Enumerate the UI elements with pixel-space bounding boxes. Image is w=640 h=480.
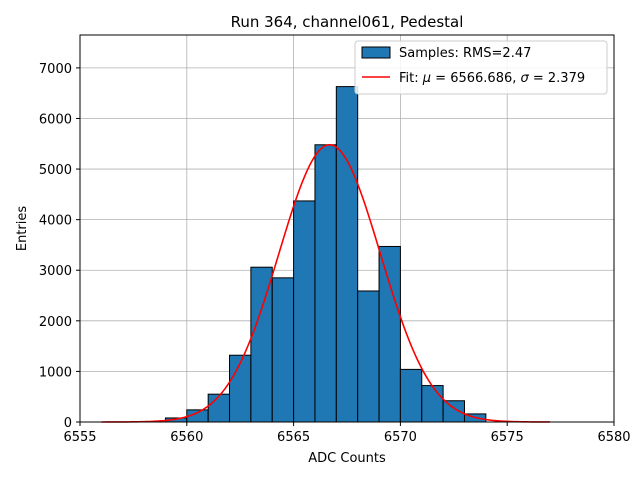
legend: Samples: RMS=2.47 Fit: μ = 6566.686, σ =… bbox=[354, 40, 608, 95]
y-tick-label: 5000 bbox=[39, 163, 72, 178]
x-tick-label: 6580 bbox=[597, 430, 630, 445]
y-tick-label: 6000 bbox=[39, 112, 72, 127]
x-axis-ticks: 6555 6560 6565 6570 6575 6580 bbox=[63, 422, 631, 445]
y-tick-label: 2000 bbox=[39, 315, 72, 330]
histogram-bar bbox=[314, 144, 337, 423]
y-tick-label: 1000 bbox=[39, 365, 72, 380]
y-tick-label: 3000 bbox=[39, 264, 72, 279]
y-axis-ticks: 0 1000 2000 3000 4000 5000 6000 7000 bbox=[39, 62, 80, 431]
x-tick-label: 6560 bbox=[170, 430, 203, 445]
histogram-bar bbox=[271, 277, 295, 423]
legend-fit-mu-symbol: μ bbox=[422, 71, 431, 86]
legend-fit-mid: = 6566.686, bbox=[431, 71, 520, 86]
legend-histogram-swatch bbox=[361, 46, 391, 59]
histogram-bar bbox=[335, 86, 359, 423]
fit-curve-layer bbox=[101, 143, 550, 423]
legend-histogram-label: Samples: RMS=2.47 bbox=[399, 46, 531, 61]
histogram-bar bbox=[207, 393, 231, 423]
x-tick-label: 6565 bbox=[277, 430, 310, 445]
histogram-bar bbox=[293, 200, 316, 423]
y-axis-label: Entries bbox=[15, 206, 30, 252]
legend-fit-sigma-symbol: σ bbox=[521, 71, 530, 86]
x-tick-label: 6570 bbox=[384, 430, 417, 445]
chart-title: Run 364, channel061, Pedestal bbox=[231, 13, 464, 31]
histogram-bar bbox=[421, 385, 444, 423]
legend-box bbox=[354, 40, 608, 95]
y-tick-label: 7000 bbox=[39, 62, 72, 77]
histogram-bar bbox=[378, 245, 401, 423]
x-tick-label: 6575 bbox=[491, 430, 524, 445]
y-tick-label: 4000 bbox=[39, 214, 72, 229]
legend-fit-suffix: = 2.379 bbox=[529, 71, 585, 86]
histogram-bar bbox=[229, 354, 252, 423]
histogram-bar bbox=[442, 400, 465, 423]
histogram-bars bbox=[164, 86, 487, 423]
x-axis-label: ADC Counts bbox=[308, 451, 386, 466]
plot-frame bbox=[79, 34, 615, 423]
gaussian-fit-curve bbox=[101, 143, 550, 423]
x-tick-label: 6555 bbox=[63, 430, 96, 445]
legend-fit-prefix: Fit: bbox=[399, 71, 423, 86]
histogram-bar bbox=[399, 368, 423, 423]
legend-fit-label: Fit: μ = 6566.686, σ = 2.379 bbox=[399, 71, 585, 86]
histogram-bar bbox=[357, 290, 380, 423]
histogram-bar bbox=[250, 266, 273, 423]
y-tick-label: 0 bbox=[64, 416, 72, 431]
